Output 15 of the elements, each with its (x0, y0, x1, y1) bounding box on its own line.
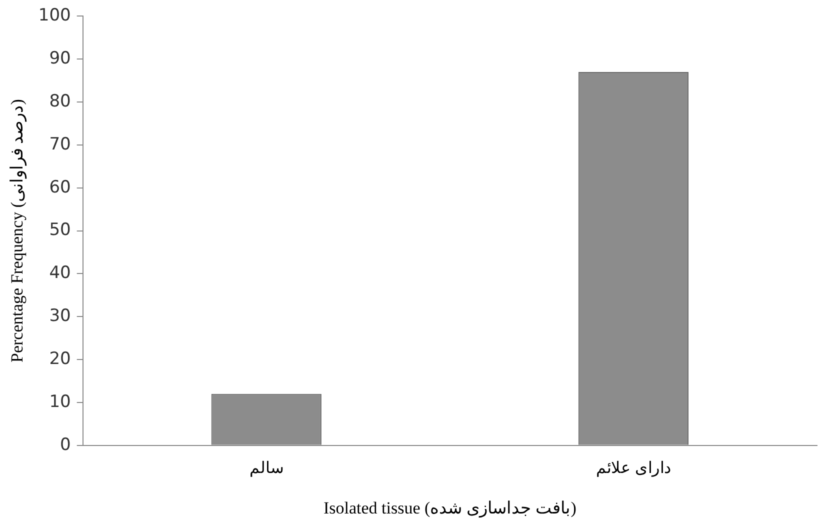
y-tick-label: 30 (49, 306, 71, 326)
y-tick-label: 0 (60, 434, 71, 455)
x-tick-label: سالم (249, 460, 284, 478)
y-tick-label: 10 (49, 392, 71, 412)
y-tick-label: 90 (49, 48, 71, 69)
y-tick-label: 40 (49, 263, 71, 284)
y-tick-label: 20 (49, 348, 71, 369)
x-axis-title: Isolated tissue (بافت جداسازی شده) (323, 498, 576, 518)
y-tick-label: 70 (49, 134, 71, 154)
y-axis-title: Percentage Frequency (درصد فراوانی) (8, 99, 28, 363)
x-tick-label: دارای علائم (596, 460, 671, 478)
y-tick-label: 100 (38, 6, 71, 26)
y-tick-label: 80 (49, 91, 71, 112)
y-tick-label: 50 (49, 220, 71, 240)
y-tick-label: 60 (49, 177, 71, 198)
